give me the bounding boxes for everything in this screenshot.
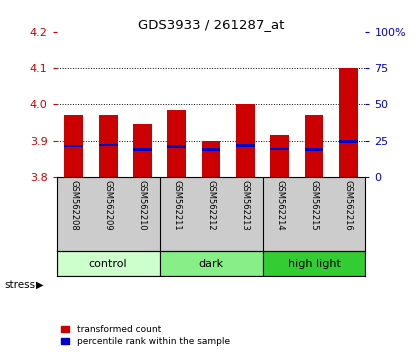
Text: GSM562215: GSM562215	[310, 181, 318, 231]
Bar	[64, 115, 83, 177]
Bar	[202, 148, 220, 151]
Text: GSM562211: GSM562211	[172, 181, 181, 231]
Bar	[236, 104, 255, 177]
Text: GSM562208: GSM562208	[69, 181, 79, 231]
Bar	[304, 115, 323, 177]
Bar	[167, 110, 186, 177]
Title: GDS3933 / 261287_at: GDS3933 / 261287_at	[138, 18, 284, 31]
Text: GSM562214: GSM562214	[275, 181, 284, 231]
Text: ▶: ▶	[36, 280, 43, 290]
Bar	[304, 148, 323, 151]
Text: control: control	[89, 259, 127, 269]
Text: GSM562213: GSM562213	[241, 181, 250, 231]
Bar	[202, 141, 220, 177]
Bar	[270, 148, 289, 150]
Text: GSM562210: GSM562210	[138, 181, 147, 231]
Bar	[99, 115, 118, 177]
Bar	[133, 148, 152, 151]
Bar	[270, 135, 289, 177]
Text: GSM562212: GSM562212	[207, 181, 215, 231]
Text: GSM562209: GSM562209	[104, 181, 113, 231]
Text: stress: stress	[4, 280, 35, 290]
Text: high light: high light	[288, 259, 340, 269]
Bar	[133, 124, 152, 177]
Bar	[160, 251, 262, 276]
Bar	[99, 144, 118, 146]
Text: dark: dark	[199, 259, 223, 269]
Bar	[64, 145, 83, 147]
Legend: transformed count, percentile rank within the sample: transformed count, percentile rank withi…	[61, 325, 230, 346]
Bar	[339, 68, 358, 177]
Bar	[339, 140, 358, 143]
Bar	[167, 145, 186, 148]
Text: GSM562216: GSM562216	[344, 181, 353, 231]
Bar	[236, 144, 255, 147]
Bar	[57, 251, 160, 276]
Bar	[262, 251, 365, 276]
